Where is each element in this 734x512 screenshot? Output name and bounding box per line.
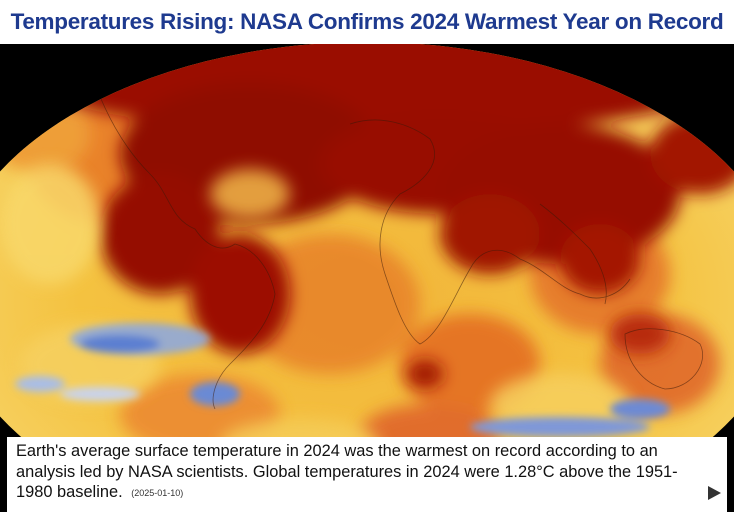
play-triangle-icon [708, 486, 721, 500]
caption-text: Earth's average surface temperature in 2… [16, 442, 678, 501]
headline-bar: Temperatures Rising: NASA Confirms 2024 … [0, 0, 734, 44]
caption-box: Earth's average surface temperature in 2… [7, 437, 727, 512]
caption-date: (2025-01-10) [131, 488, 184, 498]
page-title: Temperatures Rising: NASA Confirms 2024 … [10, 9, 724, 34]
anomaly-map-graphic [0, 44, 734, 512]
next-button[interactable] [704, 482, 724, 504]
temperature-anomaly-map [0, 44, 734, 512]
